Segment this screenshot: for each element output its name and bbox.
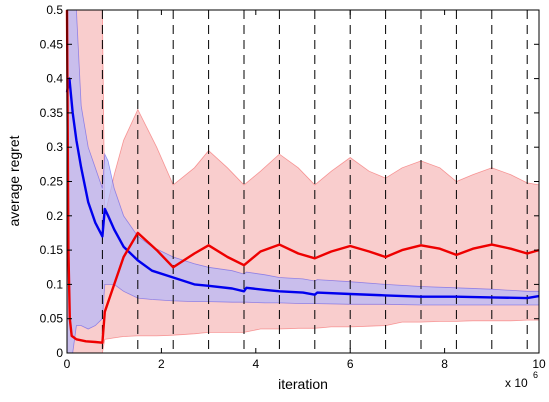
y-tick-label: 0.35: [40, 106, 64, 120]
y-axis-label: average regret: [6, 135, 22, 226]
x-tick-label: 10: [532, 357, 546, 371]
y-tick-label: 0.15: [40, 243, 64, 257]
x-tick-label: 4: [252, 357, 259, 371]
y-tick-label: 0.25: [40, 175, 64, 189]
series-lines: [65, 9, 540, 344]
x-tick-label: 2: [158, 357, 165, 371]
x-tick-label: 6: [347, 357, 354, 371]
x-tick-label: 8: [441, 357, 448, 371]
y-tick-label: 0.05: [40, 312, 64, 326]
y-tick-label: 0.4: [46, 72, 63, 86]
y-tick-label: 0.45: [40, 37, 64, 51]
y-tick-label: 0.2: [46, 209, 63, 223]
x-multiplier-exponent: 6: [533, 370, 538, 380]
y-tick-label: 0.3: [46, 140, 63, 154]
x-tick-label: 0: [64, 357, 71, 371]
y-tick-label: 0: [56, 346, 63, 360]
axis-ticks: 0 2 4 6 8 10 0 0.05 0.1 0.15 0.2 0.25 0.3 0.35 0.4 0.45…: [40, 3, 546, 371]
y-tick-label: 0.5: [46, 3, 63, 17]
line-series-1: [65, 77, 540, 300]
y-tick-label: 0.1: [46, 277, 63, 291]
line-series-2: [65, 9, 540, 344]
x-multiplier-label: x 10: [505, 376, 528, 390]
x-axis-label: iteration: [278, 376, 328, 392]
